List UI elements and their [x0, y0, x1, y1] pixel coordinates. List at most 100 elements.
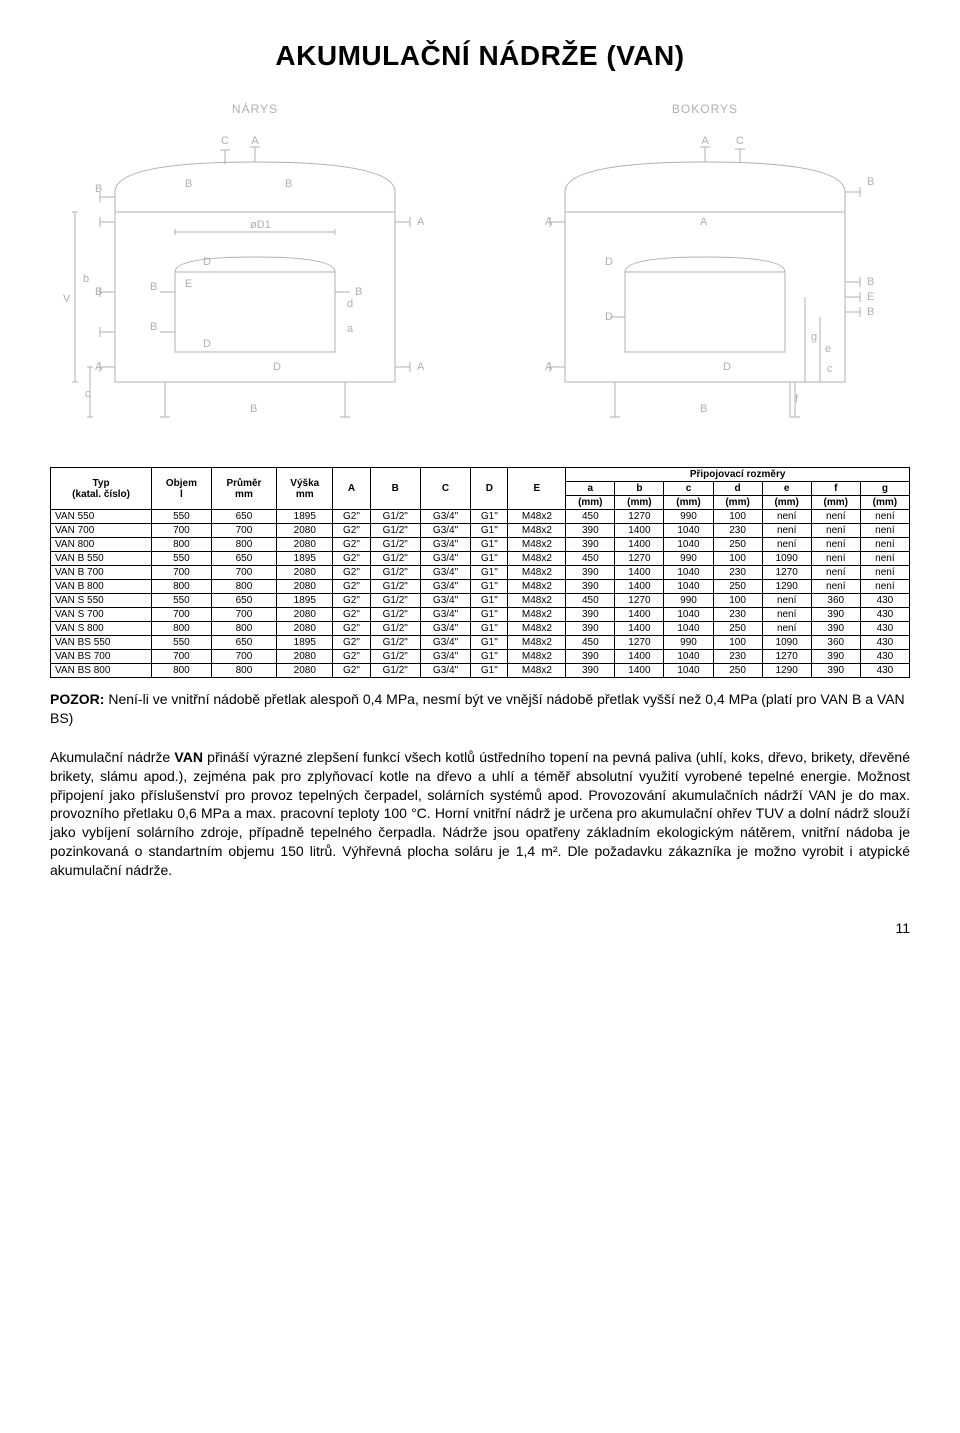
table-cell: M48x2: [508, 524, 566, 538]
page-number: 11: [50, 920, 910, 936]
table-cell: 700: [152, 608, 212, 622]
svg-text:B: B: [867, 306, 874, 318]
svg-text:A: A: [417, 216, 425, 228]
table-cell: G3/4": [420, 664, 470, 678]
table-cell: 2080: [277, 622, 333, 636]
table-cell: 650: [211, 510, 277, 524]
table-cell: 800: [152, 538, 212, 552]
svg-text:A: A: [700, 216, 708, 228]
col-vyska: Výškamm: [277, 468, 333, 510]
svg-text:g: g: [811, 331, 817, 343]
table-cell: není: [811, 552, 860, 566]
subcol-unit-d: (mm): [713, 496, 762, 510]
table-cell: není: [762, 538, 811, 552]
col-group-pripojovaci: Připojovací rozměry: [566, 468, 910, 482]
table-cell: G1/2": [370, 538, 420, 552]
table-cell: G2": [333, 622, 370, 636]
body-1c: přináší výrazné zlepšení funkcí všech ko…: [50, 749, 910, 878]
svg-text:D: D: [203, 256, 211, 268]
table-cell: M48x2: [508, 580, 566, 594]
pozor-label: POZOR:: [50, 691, 104, 707]
table-cell: 2080: [277, 538, 333, 552]
table-cell: G3/4": [420, 552, 470, 566]
table-cell: 390: [811, 608, 860, 622]
table-cell: 1895: [277, 594, 333, 608]
svg-text:A: A: [251, 135, 259, 147]
table-cell: M48x2: [508, 566, 566, 580]
table-cell: G2": [333, 538, 370, 552]
col-objem: Objeml: [152, 468, 212, 510]
svg-text:a: a: [347, 323, 354, 335]
table-cell: VAN B 800: [51, 580, 152, 594]
table-cell: G2": [333, 594, 370, 608]
table-cell: G2": [333, 510, 370, 524]
table-cell: VAN S 550: [51, 594, 152, 608]
table-cell: 1400: [615, 566, 664, 580]
table-cell: 990: [664, 552, 713, 566]
table-cell: 1400: [615, 650, 664, 664]
table-row: VAN B 8008008002080G2"G1/2"G3/4"G1"M48x2…: [51, 580, 910, 594]
table-cell: 1040: [664, 566, 713, 580]
table-cell: 800: [152, 622, 212, 636]
table-cell: G3/4": [420, 622, 470, 636]
col-b: B: [370, 468, 420, 510]
table-cell: není: [860, 510, 909, 524]
table-cell: G3/4": [420, 608, 470, 622]
subcol-c: c: [664, 482, 713, 496]
table-cell: G1": [471, 552, 508, 566]
svg-text:E: E: [185, 278, 192, 290]
table-row: VAN 8008008002080G2"G1/2"G3/4"G1"M48x239…: [51, 538, 910, 552]
table-cell: G1": [471, 594, 508, 608]
svg-text:B: B: [95, 286, 102, 298]
table-cell: 430: [860, 664, 909, 678]
spec-table-head: Typ(katal. číslo) Objeml Průměrmm Výškam…: [51, 468, 910, 510]
table-cell: 1290: [762, 664, 811, 678]
svg-text:D: D: [203, 338, 211, 350]
table-cell: G1/2": [370, 594, 420, 608]
table-cell: 100: [713, 510, 762, 524]
subcol-b: b: [615, 482, 664, 496]
col-c: C: [420, 468, 470, 510]
table-cell: není: [762, 608, 811, 622]
table-cell: G1": [471, 650, 508, 664]
table-cell: G1": [471, 622, 508, 636]
table-cell: 1895: [277, 510, 333, 524]
svg-text:B: B: [285, 178, 292, 190]
table-cell: VAN B 550: [51, 552, 152, 566]
table-cell: 1090: [762, 552, 811, 566]
table-cell: 1090: [762, 636, 811, 650]
table-cell: G2": [333, 636, 370, 650]
svg-text:C: C: [221, 135, 229, 147]
body-1a: Akumulační nádrže: [50, 749, 174, 765]
spec-table-body: VAN 5505506501895G2"G1/2"G3/4"G1"M48x245…: [51, 510, 910, 678]
table-cell: 700: [211, 566, 277, 580]
table-cell: není: [860, 580, 909, 594]
svg-text:B: B: [250, 403, 257, 415]
table-row: VAN 5505506501895G2"G1/2"G3/4"G1"M48x245…: [51, 510, 910, 524]
table-cell: není: [762, 510, 811, 524]
svg-text:D: D: [605, 256, 613, 268]
table-cell: 800: [152, 664, 212, 678]
table-cell: 650: [211, 552, 277, 566]
table-row: VAN B 7007007002080G2"G1/2"G3/4"G1"M48x2…: [51, 566, 910, 580]
svg-text:E: E: [867, 291, 874, 303]
table-cell: 390: [566, 566, 615, 580]
subcol-g: g: [860, 482, 909, 496]
pozor-text: Není-li ve vnitřní nádobě přetlak alespo…: [50, 691, 905, 726]
table-cell: 1400: [615, 538, 664, 552]
table-cell: G2": [333, 664, 370, 678]
table-cell: 430: [860, 622, 909, 636]
table-cell: G1/2": [370, 636, 420, 650]
table-cell: G1": [471, 580, 508, 594]
table-cell: není: [811, 538, 860, 552]
col-a: A: [333, 468, 370, 510]
col-prumer: Průměrmm: [211, 468, 277, 510]
table-cell: 800: [211, 664, 277, 678]
svg-text:D: D: [723, 361, 731, 373]
table-cell: 360: [811, 636, 860, 650]
table-cell: 100: [713, 552, 762, 566]
table-row: VAN BS 5505506501895G2"G1/2"G3/4"G1"M48x…: [51, 636, 910, 650]
table-cell: G3/4": [420, 510, 470, 524]
table-cell: M48x2: [508, 608, 566, 622]
subcol-unit-g: (mm): [860, 496, 909, 510]
